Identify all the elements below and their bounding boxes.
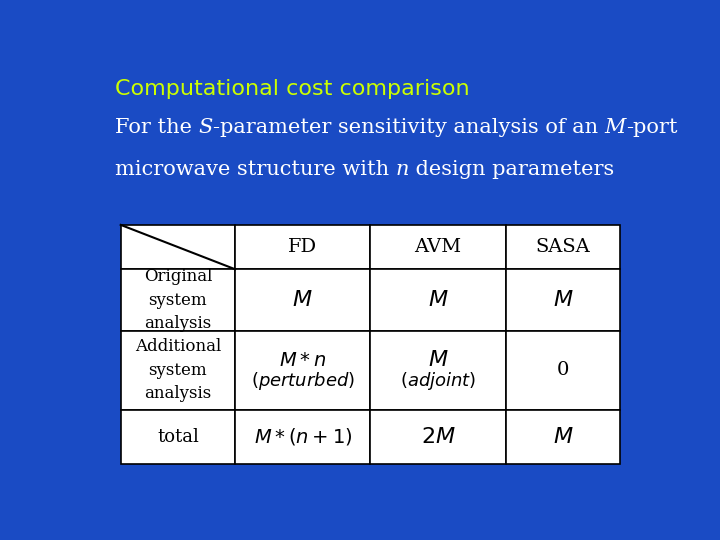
Bar <box>235 225 370 269</box>
Bar <box>370 410 505 464</box>
Text: S: S <box>199 118 213 137</box>
Text: $\mathit{M*n}$: $\mathit{M*n}$ <box>279 350 326 369</box>
Bar <box>505 225 620 269</box>
Text: $\mathit{M}$: $\mathit{M}$ <box>552 290 573 310</box>
Bar <box>370 269 505 331</box>
Bar <box>121 331 235 410</box>
Text: Original
system
analysis: Original system analysis <box>144 268 212 332</box>
Bar <box>235 410 370 464</box>
Text: $\mathit{(adjoint)}$: $\mathit{(adjoint)}$ <box>400 369 476 392</box>
Text: design parameters: design parameters <box>410 160 615 179</box>
Bar <box>505 269 620 331</box>
Text: AVM: AVM <box>415 238 462 256</box>
Text: FD: FD <box>288 238 318 256</box>
Text: Additional
system
analysis: Additional system analysis <box>135 338 221 402</box>
Bar <box>370 225 505 269</box>
Bar <box>505 331 620 410</box>
Text: $\mathit{M*(n+1)}$: $\mathit{M*(n+1)}$ <box>253 427 352 447</box>
Text: M: M <box>605 118 626 137</box>
Text: n: n <box>396 160 410 179</box>
Text: $\mathit{M}$: $\mathit{M}$ <box>552 427 573 447</box>
Text: SASA: SASA <box>536 238 590 256</box>
Bar <box>370 331 505 410</box>
Text: total: total <box>157 428 199 446</box>
Bar <box>121 410 235 464</box>
Text: -port: -port <box>626 118 678 137</box>
Bar <box>121 225 235 269</box>
Text: For the: For the <box>115 118 199 137</box>
Text: $\mathit{M}$: $\mathit{M}$ <box>428 350 449 370</box>
Text: Computational cost comparison: Computational cost comparison <box>115 79 469 99</box>
Text: -parameter sensitivity analysis of an: -parameter sensitivity analysis of an <box>213 118 605 137</box>
Text: microwave structure with: microwave structure with <box>115 160 396 179</box>
Bar <box>235 331 370 410</box>
Bar <box>121 269 235 331</box>
Text: $\mathit{(perturbed)}$: $\mathit{(perturbed)}$ <box>251 369 355 392</box>
Text: 0: 0 <box>557 361 569 379</box>
Text: $\mathit{M}$: $\mathit{M}$ <box>292 290 313 310</box>
Text: $2\mathit{M}$: $2\mathit{M}$ <box>420 427 455 447</box>
Text: $\mathit{M}$: $\mathit{M}$ <box>428 290 449 310</box>
Bar <box>235 269 370 331</box>
Bar <box>505 410 620 464</box>
